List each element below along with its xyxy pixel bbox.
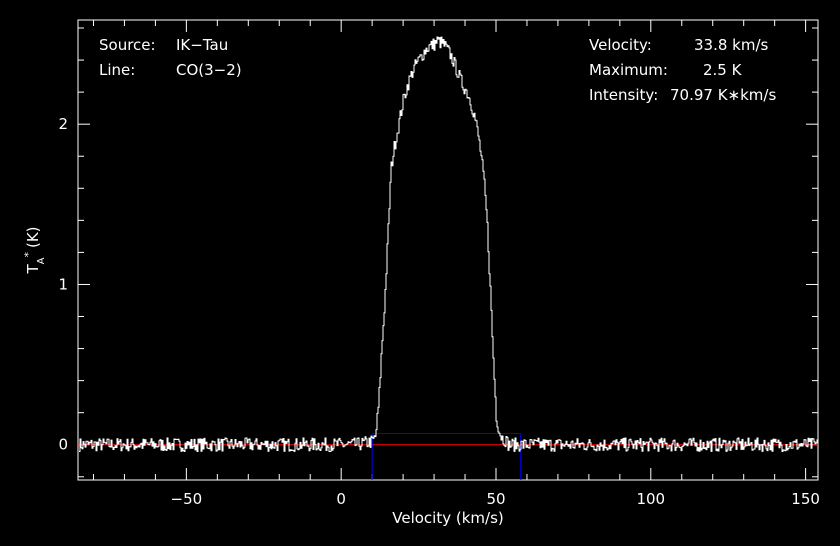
x-tick-label: 150 [791,490,820,508]
velocity-value: 33.8 km/s [694,36,769,54]
x-axis-label: Velocity (km/s) [392,509,503,527]
x-tick-label: −50 [171,490,203,508]
maximum-key: Maximum: [589,61,668,79]
y-axis-label: TA*(K) [22,226,47,274]
line-key: Line: [99,61,135,79]
x-tick-label: 50 [486,490,505,508]
y-tick-label: 1 [58,275,68,293]
velocity-key: Velocity: [589,36,652,54]
x-tick-label: 100 [636,490,665,508]
x-tick-label: 0 [336,490,346,508]
intensity-value: 70.97 K∗km/s [670,86,776,104]
plot-frame [77,19,819,481]
maximum-value: 2.5 K [703,61,743,79]
y-tick-label: 0 [58,436,68,454]
source-value: IK−Tau [176,36,228,54]
spectrum-line [79,36,818,452]
source-key: Source: [99,36,156,54]
line-value: CO(3−2) [176,61,242,79]
intensity-key: Intensity: [589,86,658,104]
y-tick-label: 2 [58,115,68,133]
